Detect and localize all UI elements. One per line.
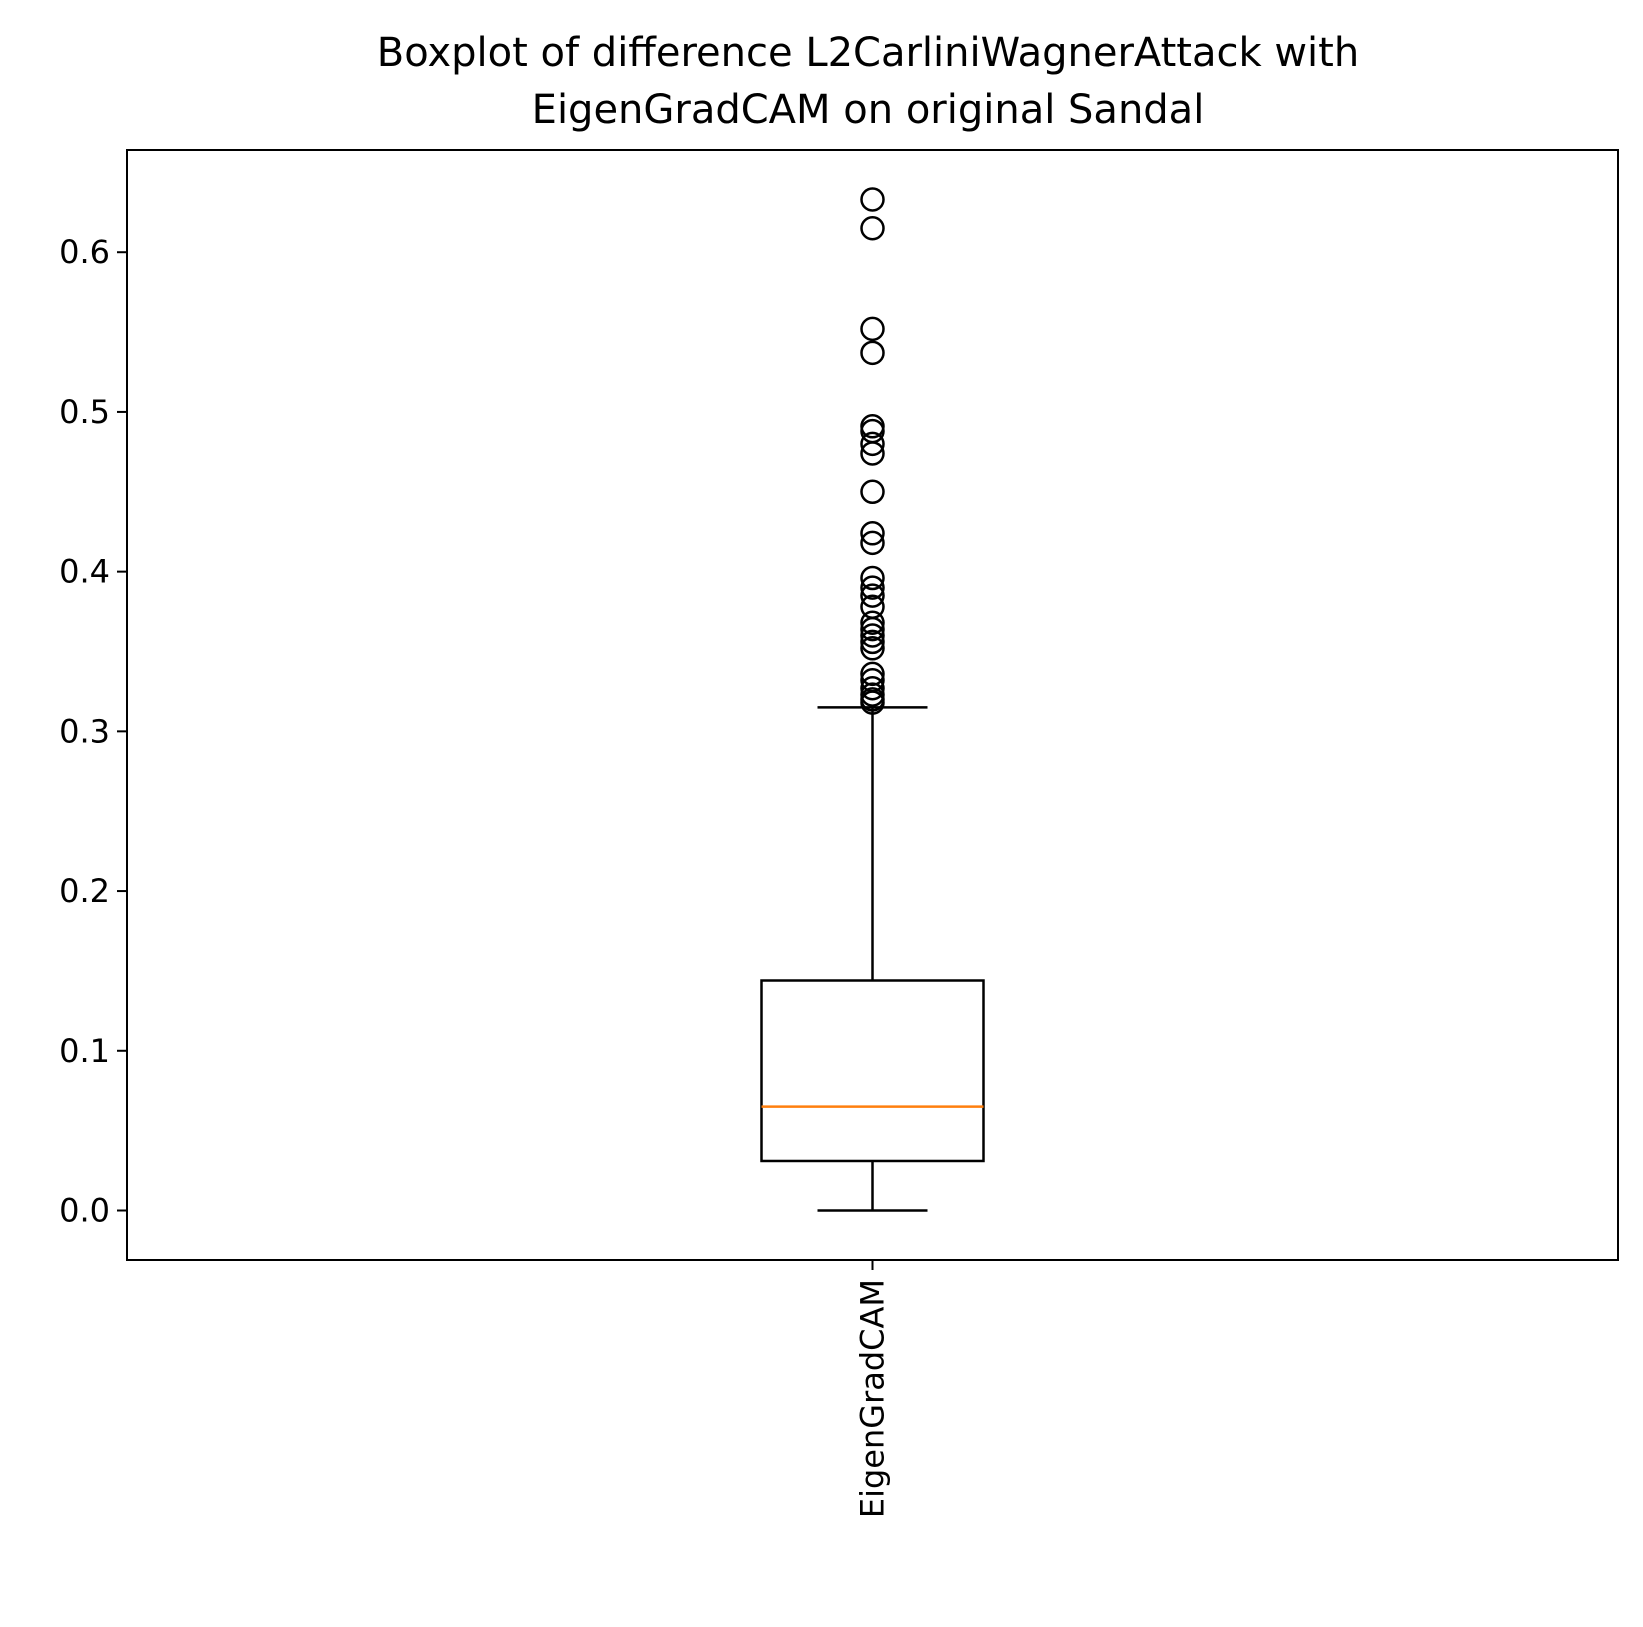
x-tick-label: EigenGradCAM: [854, 1279, 892, 1518]
outlier-point: [860, 610, 885, 635]
y-tick-label: 0.2: [59, 872, 110, 910]
outlier-point: [860, 187, 885, 212]
y-tick-label: 0.4: [59, 553, 110, 591]
outlier-point: [860, 667, 885, 693]
outlier-point: [860, 575, 885, 600]
outlier-point: [860, 340, 885, 366]
y-tick-label: 0.1: [59, 1032, 110, 1070]
outlier-point: [860, 565, 885, 591]
outlier-point: [860, 629, 885, 655]
chart-title-line-1: Boxplot of difference L2CarliniWagnerAtt…: [377, 30, 1359, 76]
outlier-point: [860, 675, 885, 701]
plot-frame: [126, 149, 1619, 1261]
outlier-point: [860, 530, 885, 556]
outlier-point: [860, 583, 885, 608]
outlier-point: [860, 661, 885, 687]
outlier-point: [860, 431, 885, 457]
outlier-point: [860, 594, 885, 620]
outlier-point: [860, 623, 885, 648]
outlier-point: [860, 216, 885, 241]
outlier-point: [860, 414, 885, 439]
chart-title: Boxplot of difference L2CarliniWagnerAtt…: [377, 30, 1359, 133]
x-axis: EigenGradCAM: [854, 1260, 892, 1518]
y-tick-label: 0.5: [59, 393, 110, 431]
y-tick-label: 0.3: [59, 712, 110, 750]
y-tick-label: 0.6: [59, 233, 110, 271]
y-axis: 0.0 0.1 0.2 0.3 0.4 0.5 0.6: [59, 233, 127, 1229]
y-tick-label: 0.0: [59, 1191, 110, 1229]
plot-marks: [760, 187, 985, 1212]
chart-title-line-2: EigenGradCAM on original Sandal: [532, 87, 1205, 133]
outlier-point: [860, 521, 885, 546]
outlier-point: [860, 479, 885, 505]
iqr-box: [760, 979, 985, 1163]
outlier-point: [860, 636, 885, 661]
outlier-point: [860, 418, 885, 444]
outlier-point: [860, 316, 885, 342]
outlier-point: [860, 441, 885, 466]
